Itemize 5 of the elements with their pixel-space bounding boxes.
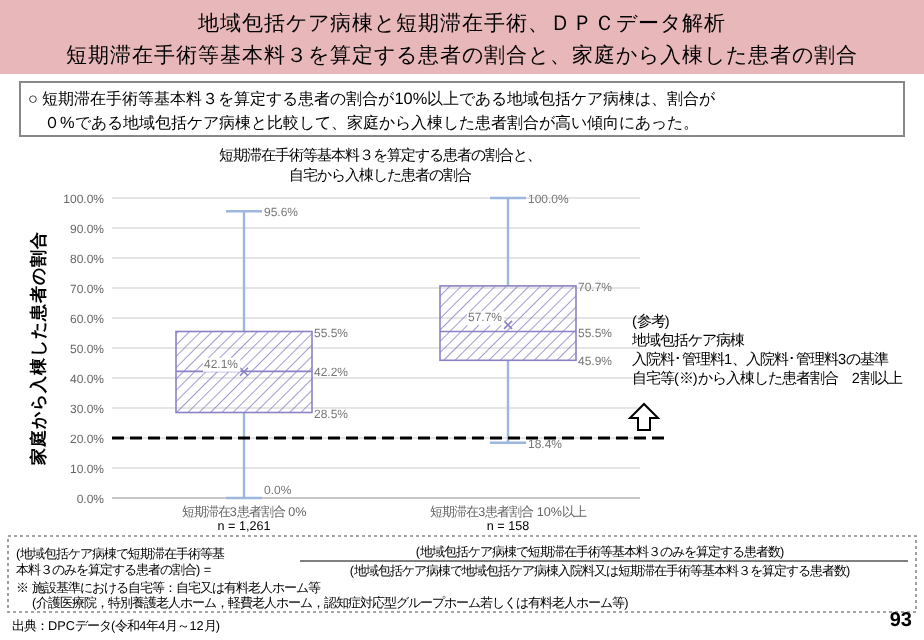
chart-subtitle: 短期滞在手術等基本料３を算定する患者の割合と、家庭から入棟した患者の割合 <box>66 42 858 68</box>
y-axis-title: 家庭から入棟した患者の割合 <box>28 229 48 467</box>
text: 93 <box>889 610 913 632</box>
chart-title: 地域包括ケア病棟と短期滞在手術、ＤＰＣデータ解析 <box>196 10 726 36</box>
text: ○ 短期滞在手術等基本料３を算定する患者の割合が10%以上である地域包括ケア病棟は、割合が０%である地域包括ケア病棟と比較して、家庭から入棟した患者割合が高い傾向にあった。 <box>28 90 718 132</box>
